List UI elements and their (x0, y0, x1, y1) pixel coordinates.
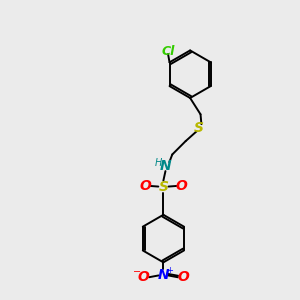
Text: O: O (178, 270, 190, 284)
Text: H: H (154, 158, 162, 168)
Text: N: N (158, 268, 169, 282)
Text: O: O (139, 179, 151, 193)
Text: Cl: Cl (161, 44, 175, 58)
Text: O: O (176, 179, 188, 193)
Text: −: − (133, 267, 141, 277)
Text: S: S (194, 121, 204, 135)
Text: O: O (137, 270, 149, 284)
Text: +: + (166, 266, 173, 275)
Text: S: S (158, 180, 168, 194)
Text: N: N (160, 159, 171, 173)
